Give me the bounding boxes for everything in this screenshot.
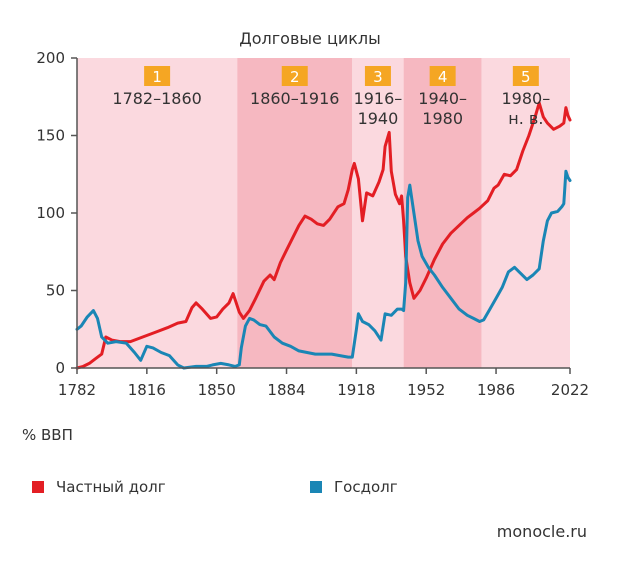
cycle-number-5: 5 bbox=[521, 68, 531, 86]
private-debt-line bbox=[75, 101, 572, 370]
cycle-badge-5 bbox=[512, 66, 539, 86]
cycle-badge-4 bbox=[429, 66, 456, 86]
x-tick-label-1884: 1884 bbox=[267, 381, 305, 399]
legend-item-private-debt: Частный долг bbox=[32, 478, 166, 496]
x-tick-label-1986: 1986 bbox=[477, 381, 515, 399]
cycle-number-3: 3 bbox=[373, 68, 383, 86]
axes: 0 50 100 150 200 1782 1816 1850 1884 1918 1952 1986… bbox=[36, 49, 589, 399]
y-tick-label-50: 50 bbox=[46, 282, 65, 300]
cycle-number-4: 4 bbox=[438, 68, 448, 86]
cycle-period-2: 1860–1916 bbox=[250, 89, 339, 108]
series-lines bbox=[75, 101, 572, 370]
legend-label-public-debt: Госдолг bbox=[334, 478, 398, 496]
cycle-period-4: 1940– bbox=[418, 89, 467, 108]
cycle-period-1: 1782–1860 bbox=[112, 89, 201, 108]
x-tick-label-1850: 1850 bbox=[198, 381, 236, 399]
cycle-period-5: 1980– bbox=[501, 89, 550, 108]
y-tick-label-150: 150 bbox=[36, 127, 65, 145]
x-tick-label-1782: 1782 bbox=[58, 381, 96, 399]
cycle-period-end-5: н. в. bbox=[508, 109, 543, 128]
chart-title: Долговые циклы bbox=[239, 29, 381, 48]
x-tick-label-2022: 2022 bbox=[551, 381, 589, 399]
legend-label-private-debt: Частный долг bbox=[56, 478, 166, 496]
cycle-period-end-4: 1980 bbox=[422, 109, 463, 128]
x-tick-label-1952: 1952 bbox=[407, 381, 445, 399]
x-tick-label-1816: 1816 bbox=[128, 381, 166, 399]
y-unit-label: % ВВП bbox=[22, 426, 73, 444]
cycle-badge-1 bbox=[144, 66, 171, 86]
legend-swatch-public-debt bbox=[310, 481, 322, 493]
cycle-badge-3 bbox=[364, 66, 391, 86]
cycle-number-2: 2 bbox=[290, 68, 300, 86]
cycle-period-3: 1916– bbox=[354, 89, 403, 108]
legend-item-public-debt: Госдолг bbox=[310, 478, 398, 496]
y-tick-label-200: 200 bbox=[36, 49, 65, 67]
debt-cycles-chart: Долговые циклы 0 50 100 150 200 1782 1816 1850 1… bbox=[36, 29, 589, 399]
legend-swatch-private-debt bbox=[32, 481, 44, 493]
cycle-badge-2 bbox=[281, 66, 308, 86]
cycle-number-1: 1 bbox=[152, 68, 162, 86]
y-tick-label-0: 0 bbox=[55, 359, 65, 377]
y-tick-label-100: 100 bbox=[36, 204, 65, 222]
public-debt-line bbox=[75, 169, 572, 370]
cycle-period-end-3: 1940 bbox=[358, 109, 399, 128]
x-tick-label-1918: 1918 bbox=[337, 381, 375, 399]
cycle-labels: 11782–186021860–191631916–194041940–1980… bbox=[112, 66, 550, 128]
source-credit: monocle.ru bbox=[496, 522, 587, 541]
